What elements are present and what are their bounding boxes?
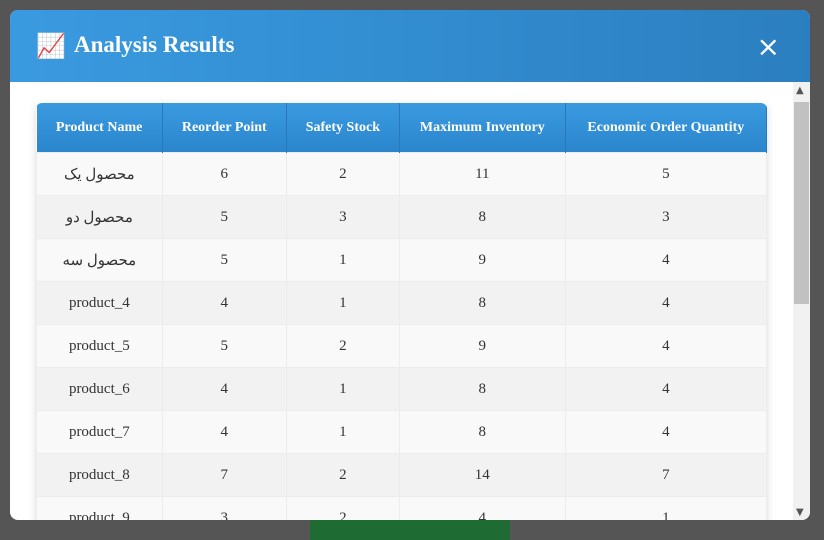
- value-cell: 14: [398, 453, 566, 497]
- value-cell: 2: [285, 152, 400, 196]
- value-cell: 1: [285, 281, 400, 325]
- value-cell: 3: [285, 195, 400, 239]
- value-cell: 9: [398, 324, 566, 368]
- scroll-down[interactable]: ▼: [796, 507, 804, 518]
- value-cell: 7: [564, 453, 767, 497]
- value-cell: 5: [161, 195, 287, 239]
- scrollbar[interactable]: ▲ ▼: [793, 82, 810, 520]
- value-cell: 6: [161, 152, 287, 196]
- product-name: product_4: [36, 281, 163, 325]
- modal-header: 📈 Analysis Results ×: [10, 10, 810, 82]
- value-cell: 3: [161, 496, 287, 520]
- value-cell: 8: [398, 281, 566, 325]
- value-cell: 4: [564, 324, 767, 368]
- product-name: product_5: [36, 324, 163, 368]
- value-cell: 2: [285, 496, 400, 520]
- value-cell: 4: [564, 367, 767, 411]
- product-name: product_7: [36, 410, 163, 454]
- column-header: Safety Stock: [286, 103, 400, 153]
- table-row: محصول یک 6 2 11 5: [36, 152, 767, 196]
- table-body: محصول یک 6 2 11 5 محصول دو 5 3 8 3 محصول سه 5 1 9 4 pro…: [36, 152, 767, 520]
- header-row: Product Name Reorder Point Safety Stock Max…: [36, 103, 767, 153]
- value-cell: 8: [398, 367, 566, 411]
- value-cell: 7: [161, 453, 287, 497]
- modal-body: Product Name Reorder Point Safety Stock Max…: [10, 82, 793, 520]
- value-cell: 5: [564, 152, 767, 196]
- value-cell: 5: [161, 238, 287, 282]
- value-cell: 4: [564, 281, 767, 325]
- title-icon: 📈: [36, 32, 66, 60]
- product-name: محصول سه: [36, 238, 163, 282]
- value-cell: 1: [285, 238, 400, 282]
- table-row: product_4 4 1 8 4: [36, 281, 767, 325]
- table-row: product_5 5 2 9 4: [36, 324, 767, 368]
- value-cell: 8: [398, 195, 566, 239]
- column-header: Maximum Inventory: [399, 103, 566, 153]
- value-cell: 4: [564, 410, 767, 454]
- table-row: محصول دو 5 3 8 3: [36, 195, 767, 239]
- scroll-thumb[interactable]: [794, 102, 809, 304]
- column-header: Economic Order Quantity: [565, 103, 767, 153]
- modal-title: Analysis Results: [74, 32, 235, 57]
- table-row: product_7 4 1 8 4: [36, 410, 767, 454]
- value-cell: 11: [398, 152, 566, 196]
- scroll-up[interactable]: ▲: [796, 85, 804, 96]
- value-cell: 8: [398, 410, 566, 454]
- table-row: محصول سه 5 1 9 4: [36, 238, 767, 282]
- value-cell: 2: [285, 324, 400, 368]
- table-row: product_9 3 2 4 1: [36, 496, 767, 520]
- value-cell: 4: [564, 238, 767, 282]
- product-name: محصول دو: [36, 195, 163, 239]
- value-cell: 4: [161, 367, 287, 411]
- product-name: product_8: [36, 453, 163, 497]
- column-header: Product Name: [36, 103, 163, 153]
- column-header: Reorder Point: [162, 103, 287, 153]
- results-table: Product Name Reorder Point Safety Stock Max…: [36, 103, 767, 520]
- value-cell: 1: [564, 496, 767, 520]
- close-button[interactable]: ×: [756, 30, 780, 63]
- value-cell: 4: [398, 496, 566, 520]
- value-cell: 9: [398, 238, 566, 282]
- value-cell: 5: [161, 324, 287, 368]
- product-name: product_9: [36, 496, 163, 520]
- value-cell: 4: [161, 281, 287, 325]
- value-cell: 2: [285, 453, 400, 497]
- value-cell: 1: [285, 367, 400, 411]
- modal: 📈 Analysis Results × Product Name Reorder…: [10, 10, 810, 520]
- product-name: product_6: [36, 367, 163, 411]
- product-name: محصول یک: [36, 152, 163, 196]
- table-row: product_8 7 2 14 7: [36, 453, 767, 497]
- value-cell: 1: [285, 410, 400, 454]
- table-row: product_6 4 1 8 4: [36, 367, 767, 411]
- value-cell: 3: [564, 195, 767, 239]
- value-cell: 4: [161, 410, 287, 454]
